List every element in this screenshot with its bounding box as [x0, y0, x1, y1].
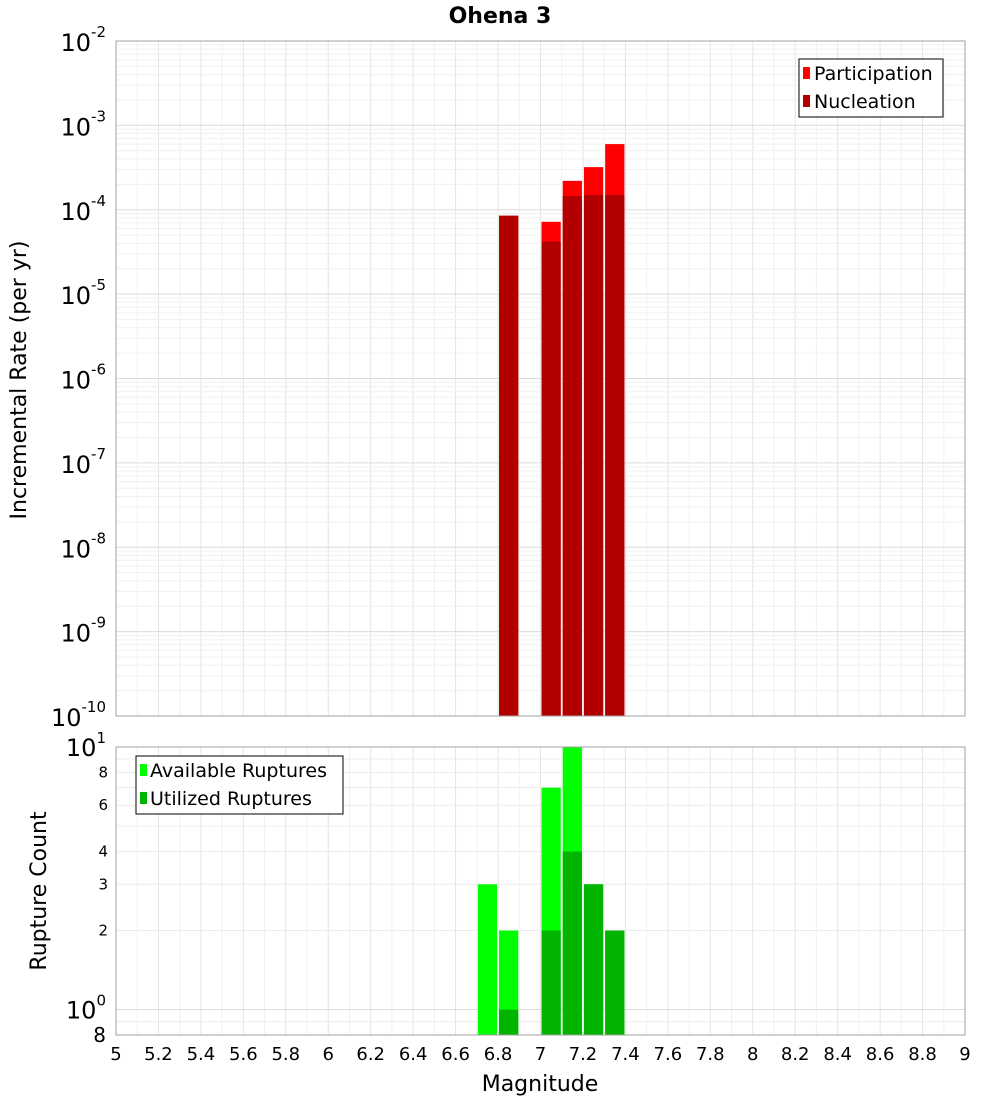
- count-y-tick-label: 101: [66, 729, 106, 762]
- nucleation-bar: [605, 194, 625, 716]
- rate-y-tick-label: 10-6: [60, 361, 106, 395]
- nucleation-legend-swatch: [803, 95, 810, 107]
- count-y-axis-title: Rupture Count: [27, 811, 52, 971]
- participation-legend-label: Participation: [814, 63, 933, 85]
- x-tick-label: 5.8: [271, 1044, 300, 1065]
- magnitude-x-ticks: 5 5.2 5.4 5.6 5.8 6 6.2 6.4 6.6 6.8 7 7.2 7.4 7.6 7.8 8…: [110, 1044, 970, 1065]
- rate-y-tick-label: 10-9: [60, 614, 106, 648]
- count-y-tick-label: 100: [66, 992, 106, 1025]
- x-tick-label: 7.2: [569, 1044, 598, 1065]
- x-tick-label: 5.6: [229, 1044, 258, 1065]
- count-y-tick-label: 3: [98, 875, 108, 893]
- x-tick-label: 6: [323, 1044, 334, 1065]
- available-legend-swatch: [140, 764, 147, 776]
- rate-legend-box: [798, 58, 944, 118]
- available-rupture-bar: [477, 884, 498, 1035]
- x-tick-label: 7.8: [696, 1044, 725, 1065]
- count-y-tick-label: 8: [98, 763, 108, 781]
- rate-y-tick-label: 10-5: [60, 276, 106, 310]
- rate-y-tick-label: 10-2: [60, 23, 106, 57]
- x-tick-label: 5.2: [144, 1044, 173, 1065]
- utilized-legend-swatch: [140, 792, 147, 804]
- x-tick-label: 8: [747, 1044, 758, 1065]
- utilized-rupture-bar: [583, 884, 604, 1035]
- rate-panel: 10-2 10-3 10-4 10-5 10-6 10-7 10-8 10-9 10-10 In…: [7, 23, 966, 732]
- x-tick-label: 6.6: [441, 1044, 470, 1065]
- count-y-tick-label: 2: [98, 922, 108, 940]
- x-tick-label: 9: [959, 1044, 970, 1065]
- x-tick-label: 7: [535, 1044, 546, 1065]
- nucleation-bar: [562, 196, 582, 716]
- nucleation-bar: [583, 194, 604, 716]
- rate-plot-frame: [115, 40, 966, 717]
- available-rupture-bar: [499, 930, 519, 1035]
- available-legend-label: Available Ruptures: [150, 760, 327, 782]
- x-tick-label: 5.4: [187, 1044, 216, 1065]
- count-bars: [477, 747, 625, 1035]
- rate-y-tick-label: 10-8: [60, 529, 106, 563]
- x-tick-label: 8.6: [866, 1044, 895, 1065]
- rate-y-tick-label: 10-3: [60, 107, 106, 141]
- x-tick-label: 5: [110, 1044, 121, 1065]
- x-tick-label: 6.2: [356, 1044, 385, 1065]
- count-legend: Available Ruptures Utilized Ruptures: [135, 755, 344, 815]
- rate-y-tick-label: 10-10: [51, 698, 106, 732]
- x-tick-label: 6.8: [484, 1044, 513, 1065]
- count-y-tick-label: 6: [98, 796, 108, 814]
- count-y-tick-label: 8: [93, 1023, 106, 1047]
- x-axis-title: Magnitude: [482, 1072, 599, 1097]
- rate-grid: [115, 41, 966, 717]
- x-tick-label: 6.4: [399, 1044, 428, 1065]
- x-tick-label: 8.4: [823, 1044, 852, 1065]
- chart-title: Ohena 3: [449, 4, 552, 29]
- rate-y-tick-label: 10-4: [60, 192, 106, 226]
- count-plot-frame: [115, 746, 966, 1036]
- x-tick-label: 8.8: [908, 1044, 937, 1065]
- rate-y-tick-label: 10-7: [60, 445, 106, 479]
- rate-y-axis-title: Incremental Rate (per yr): [7, 241, 32, 520]
- utilized-rupture-bar: [562, 851, 582, 1035]
- x-tick-label: 7.6: [654, 1044, 683, 1065]
- rate-bars: [499, 144, 625, 717]
- utilized-rupture-bar: [541, 930, 561, 1035]
- nucleation-bar: [541, 241, 561, 717]
- nucleation-bar: [499, 215, 519, 717]
- count-legend-box: [135, 755, 344, 815]
- rate-y-ticks: 10-2 10-3 10-4 10-5 10-6 10-7 10-8 10-9 10-10: [51, 23, 106, 732]
- x-tick-label: 8.2: [781, 1044, 810, 1065]
- utilized-rupture-bar: [605, 930, 625, 1035]
- utilized-legend-label: Utilized Ruptures: [150, 788, 312, 810]
- count-y-tick-label: 4: [98, 842, 108, 860]
- rate-legend: Participation Nucleation: [798, 58, 944, 118]
- x-tick-label: 7.4: [611, 1044, 640, 1065]
- participation-legend-swatch: [803, 67, 810, 79]
- utilized-rupture-bar: [499, 1009, 519, 1035]
- nucleation-legend-label: Nucleation: [814, 91, 916, 113]
